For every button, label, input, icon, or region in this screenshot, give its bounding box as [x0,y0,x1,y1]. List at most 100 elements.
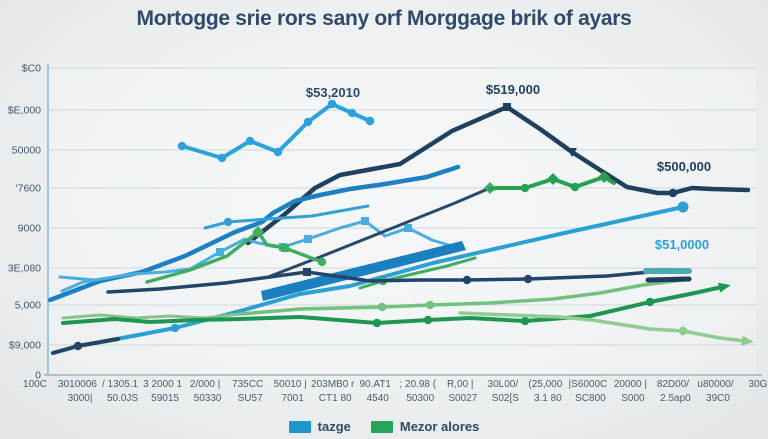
legend-label: tazge [317,419,351,434]
x-axis-label: 3000| [68,393,93,404]
marker-circle [177,141,187,151]
x-axis-label: S000 [621,393,645,404]
marker-circle [520,183,530,193]
page-title: Mortogge srie rors sany orf Morggage bri… [136,7,632,30]
marker-circle [523,274,533,284]
x-axis-label: 203MB0 r [311,379,355,390]
legend-swatch-blue [288,420,311,433]
marker-circle [372,318,382,328]
x-axis-label: |S6000C [569,379,608,390]
marker-circle [425,300,435,310]
legend-swatch-green [370,420,393,433]
x-axis-label: 2.5ap0 [660,393,691,404]
x-axis-label: ; 20.98 ( [399,379,436,390]
marker-circle [73,341,83,351]
marker-circle [303,117,313,127]
x-axis-label: / 1305.1 [102,379,139,390]
x-axis-label: 4540 [367,393,390,404]
series-green-slow [61,285,724,325]
x-axis-label: 59015 [151,393,179,404]
legend-item-tazge: tazge [288,419,351,434]
x-axis-label: u80000/ [697,379,733,390]
x-axis-label: 20000 | [614,379,647,390]
data-label: $53,2010 [306,85,360,100]
y-axis-label: 9000 [18,223,42,235]
x-axis-label: R,00 | [447,379,474,390]
x-axis-label: 3.1 80 [534,393,562,404]
marker-arrow [741,335,754,346]
x-axis-label: S0027 [448,393,477,404]
marker-square [361,217,369,225]
y-axis-label: $9,000 [9,340,41,352]
marker-square [404,224,412,232]
x-axis-label: 735CC [232,379,263,390]
marker-square [304,235,312,243]
x-axis-label: (25,000 [528,379,562,390]
series-green-mid [238,277,692,316]
marker-arrow [718,282,731,293]
x-axis-label: SU57 [238,393,263,404]
series-green-tail [458,311,747,343]
x-axis-label: CT1 80 [319,393,352,404]
x-axis-label: 30G [749,379,768,390]
marker-circle [217,153,227,163]
marker-square [303,268,311,276]
x-axis-label: SC800 [575,393,606,404]
marker-circle [462,275,472,285]
marker-square [503,103,511,111]
x-axis-label: 90.AT1 [359,379,391,390]
series-navy-endbar [645,276,692,283]
x-axis-label: 50300 [406,393,434,404]
x-axis-label: 3010006 [58,379,97,390]
y-axis-label: 3E,080 [8,263,41,275]
y-axis-label: $C0 [22,63,41,75]
series-green-flat-left [61,312,242,320]
series-navy-riser [266,186,492,279]
x-axis-label: 50.0JS [107,393,138,404]
series-navy-mountain [245,104,751,246]
data-label: $51,0000 [655,237,709,252]
y-axis-label: '7600 [16,183,42,195]
x-axis-label: S02[S [492,393,520,404]
marker-circle [327,99,337,109]
marker-circle [245,136,255,146]
series-green-cross [358,256,477,290]
marker-diamond [598,171,610,183]
legend-item-mezor-alores: Mezor alores [370,419,480,434]
marker-circle [678,326,688,336]
series-blue-ribbon [261,241,466,301]
marker-circle [317,257,327,267]
x-axis-label: 7001 [282,393,305,404]
x-axis-label: 50010 | [274,379,307,390]
y-axis-label: 0 [35,370,41,382]
y-axis-label: $E,000 [8,105,41,117]
marker-circle [423,315,433,325]
marker-circle [677,201,689,213]
x-axis-label: 39C0 [706,393,730,404]
series-navy-flat [106,268,688,294]
marker-diamond [547,173,559,185]
marker-circle [645,297,655,307]
marker-circle [365,116,375,126]
x-axis-label: 50330 [194,393,222,404]
marker-circle [170,323,180,333]
data-label: $519,000 [486,82,540,97]
x-axis-label: 3 2000 1 [143,379,182,390]
marker-circle [668,188,678,198]
x-axis-label: 82D00/ [657,379,689,390]
y-axis-label: 50000 [12,145,41,157]
series-sky-fork-stub [60,278,97,293]
y-axis-label: 5,000 [15,300,41,312]
data-label: $500,000 [657,159,711,174]
x-axis-label: 30L00/ [488,379,519,390]
marker-triangle [567,148,577,157]
marker-square [281,244,289,252]
marker-diamond [252,226,264,238]
marker-circle [347,108,357,118]
marker-circle [570,182,580,192]
legend-label: Mezor alores [399,419,480,434]
chart-legend: tazge Mezor alores [0,419,768,434]
marker-circle [273,147,283,157]
